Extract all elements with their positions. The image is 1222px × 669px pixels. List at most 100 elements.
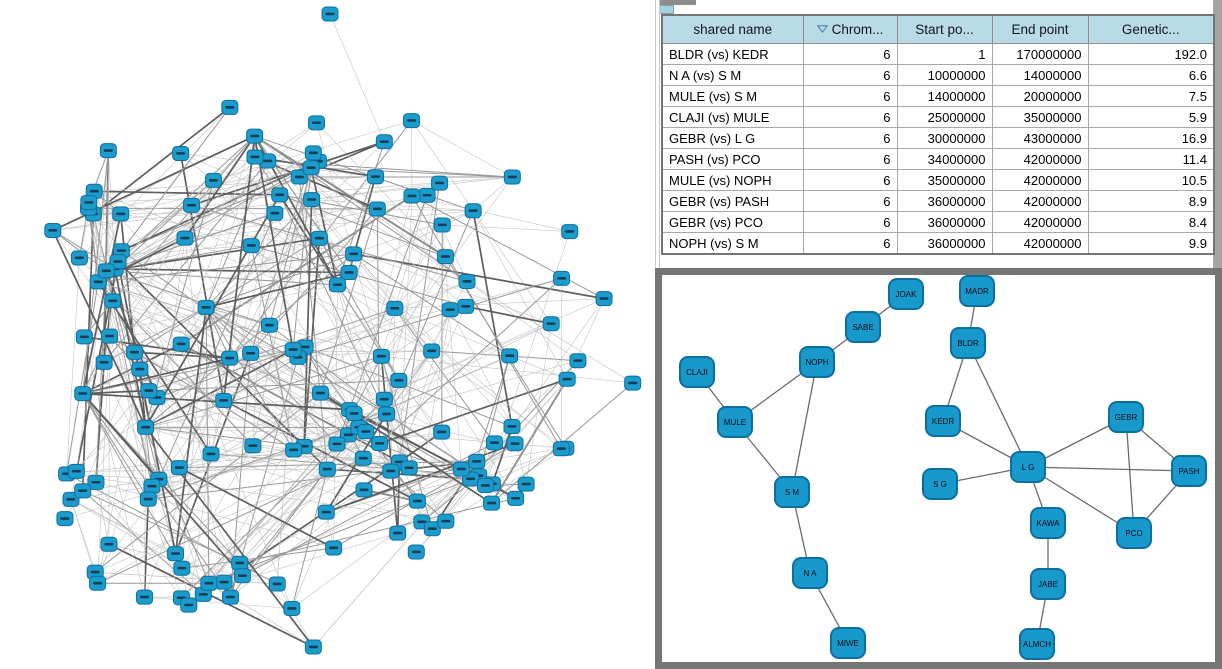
- overview-node[interactable]: [382, 463, 400, 479]
- overview-edge[interactable]: [148, 379, 399, 392]
- overview-node[interactable]: [112, 206, 130, 222]
- overview-edge[interactable]: [253, 135, 294, 350]
- overview-edge[interactable]: [251, 245, 382, 357]
- overview-node[interactable]: [268, 576, 286, 592]
- node-shape[interactable]: [925, 405, 961, 437]
- overview-edge[interactable]: [97, 457, 364, 584]
- table-cell[interactable]: 20000000: [991, 85, 1089, 107]
- overview-node[interactable]: [437, 513, 455, 529]
- overview-edge[interactable]: [70, 499, 176, 554]
- overview-edge[interactable]: [466, 281, 579, 361]
- node-shape[interactable]: [1116, 517, 1152, 549]
- overview-edge[interactable]: [394, 308, 495, 444]
- table-cell[interactable]: 30000000: [896, 127, 993, 149]
- overview-node[interactable]: [433, 424, 451, 440]
- overview-node[interactable]: [284, 342, 302, 358]
- overview-edge[interactable]: [82, 150, 109, 394]
- overview-edge[interactable]: [511, 426, 527, 485]
- overview-edge[interactable]: [348, 272, 562, 450]
- table-row[interactable]: MULE (vs) NOPH 6 35000000 42000000 10.5: [661, 169, 1215, 191]
- overview-node[interactable]: [176, 230, 194, 246]
- overview-node[interactable]: [542, 316, 560, 332]
- overview-edge[interactable]: [329, 13, 385, 142]
- network-node-MIWE[interactable]: MIWE: [830, 627, 866, 659]
- overview-node[interactable]: [246, 128, 264, 144]
- overview-edge[interactable]: [381, 356, 410, 468]
- overview-node[interactable]: [137, 419, 155, 435]
- overview-edge[interactable]: [379, 378, 568, 445]
- overview-node[interactable]: [452, 461, 470, 477]
- overview-edge[interactable]: [210, 213, 276, 455]
- overview-edge[interactable]: [97, 281, 212, 455]
- overview-edge[interactable]: [386, 350, 432, 415]
- overview-node[interactable]: [304, 639, 322, 655]
- overview-edge[interactable]: [179, 199, 312, 468]
- overview-edge[interactable]: [353, 195, 413, 414]
- overview-edge[interactable]: [377, 208, 474, 212]
- overview-edge[interactable]: [112, 300, 305, 447]
- network-node-NOPH[interactable]: NOPH: [799, 346, 835, 378]
- overview-node[interactable]: [266, 205, 284, 221]
- table-cell[interactable]: 6: [802, 85, 898, 107]
- overview-edge[interactable]: [210, 453, 422, 523]
- overview-edge[interactable]: [94, 190, 280, 196]
- overview-edge[interactable]: [381, 195, 428, 357]
- overview-node[interactable]: [74, 386, 92, 402]
- overview-edge[interactable]: [97, 281, 254, 447]
- node-shape[interactable]: [1108, 401, 1144, 433]
- table-cell[interactable]: 16.9: [1087, 127, 1215, 149]
- overview-edge[interactable]: [70, 499, 314, 648]
- overview-edge[interactable]: [191, 205, 354, 255]
- overview-edge[interactable]: [254, 135, 432, 352]
- overview-node[interactable]: [143, 478, 161, 494]
- table-cell[interactable]: 1: [896, 43, 993, 65]
- overview-node[interactable]: [403, 113, 421, 129]
- overview-edge[interactable]: [66, 257, 80, 474]
- overview-edge[interactable]: [95, 482, 110, 545]
- node-shape[interactable]: [717, 406, 753, 438]
- overview-edge[interactable]: [112, 135, 256, 302]
- overview-edge[interactable]: [98, 152, 314, 283]
- overview-edge[interactable]: [188, 453, 212, 606]
- overview-edge[interactable]: [297, 277, 562, 358]
- overview-edge[interactable]: [379, 278, 562, 444]
- overview-edge[interactable]: [363, 309, 451, 491]
- table-row[interactable]: N A (vs) S M 6 10000000 14000000 6.6: [661, 64, 1215, 86]
- table-cell[interactable]: CLAJI (vs) MULE: [661, 106, 804, 128]
- overview-node[interactable]: [345, 246, 363, 262]
- overview-edge[interactable]: [291, 431, 367, 609]
- network-edge-BLDR-LG[interactable]: [967, 342, 1029, 468]
- overview-edge[interactable]: [145, 348, 294, 429]
- network-detail-panel[interactable]: JOAK SABE NOPH CLAJI MULE S M N A MIWE MADR BLDR K…: [655, 268, 1222, 669]
- overview-node[interactable]: [221, 99, 239, 115]
- overview-node[interactable]: [271, 187, 289, 203]
- overview-edge[interactable]: [184, 238, 212, 455]
- overview-node[interactable]: [126, 344, 144, 360]
- overview-edge[interactable]: [97, 281, 176, 554]
- overview-edge[interactable]: [145, 427, 210, 584]
- overview-edge[interactable]: [121, 250, 350, 411]
- overview-edge[interactable]: [106, 245, 252, 272]
- overview-edge[interactable]: [210, 245, 252, 455]
- node-shape[interactable]: [888, 278, 924, 310]
- overview-edge[interactable]: [254, 135, 466, 307]
- table-cell[interactable]: 14000000: [896, 85, 993, 107]
- table-cell[interactable]: 9.9: [1087, 232, 1215, 255]
- network-node-CLAJI[interactable]: CLAJI: [679, 356, 715, 388]
- overview-node[interactable]: [231, 555, 249, 571]
- overview-edge[interactable]: [145, 308, 395, 428]
- overview-edge[interactable]: [143, 499, 150, 598]
- table-cell[interactable]: 10.5: [1087, 169, 1215, 191]
- overview-node[interactable]: [328, 277, 346, 293]
- overview-edge[interactable]: [66, 473, 334, 549]
- node-shape[interactable]: [950, 327, 986, 359]
- overview-node[interactable]: [303, 192, 321, 208]
- overview-edge[interactable]: [205, 307, 295, 451]
- overview-node[interactable]: [172, 336, 190, 352]
- overview-node[interactable]: [328, 436, 346, 452]
- network-edge-GEBR-PCO[interactable]: [1125, 416, 1135, 534]
- node-shape[interactable]: [799, 346, 835, 378]
- overview-edge[interactable]: [180, 344, 225, 583]
- overview-edge[interactable]: [426, 195, 468, 282]
- overview-edge[interactable]: [156, 397, 212, 455]
